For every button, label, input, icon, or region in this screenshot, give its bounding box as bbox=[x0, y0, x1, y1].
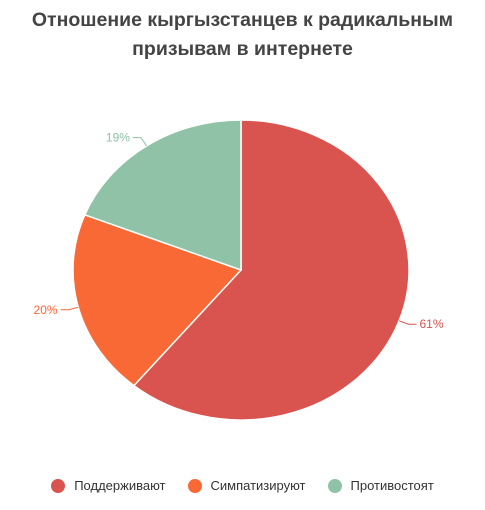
chart-title-line-2: призывам в интернете bbox=[132, 38, 353, 60]
legend-swatch bbox=[51, 478, 66, 493]
slice-leader-line bbox=[398, 320, 417, 325]
slice-leader-line bbox=[60, 306, 79, 311]
legend-item-protivostoyat[interactable]: Противостоят bbox=[327, 478, 434, 493]
slice-data-label: 19% bbox=[106, 131, 130, 145]
legend-item-podderzhivayut[interactable]: Поддерживают bbox=[51, 478, 166, 493]
legend-label: Поддерживают bbox=[74, 478, 166, 493]
chart-title-line-1: Отношение кыргызстанцев к радикальным bbox=[31, 9, 454, 31]
slice-leader-line bbox=[132, 137, 147, 147]
slice-data-label: 61% bbox=[419, 317, 443, 331]
legend-swatch bbox=[327, 478, 342, 493]
legend-label: Противостоят bbox=[350, 478, 434, 493]
legend-label: Симпатизируют bbox=[210, 478, 306, 493]
chart-title: Отношение кыргызстанцев к радикальным пр… bbox=[0, 6, 485, 64]
slice-data-label: 20% bbox=[34, 303, 58, 317]
pie-slice[interactable] bbox=[83, 119, 242, 272]
chart-legend: Поддерживают Симпатизируют Противостоят bbox=[0, 478, 485, 493]
pie-slice[interactable] bbox=[72, 213, 243, 387]
legend-swatch bbox=[187, 478, 202, 493]
legend-item-simpatiziruyut[interactable]: Симпатизируют bbox=[187, 478, 306, 493]
